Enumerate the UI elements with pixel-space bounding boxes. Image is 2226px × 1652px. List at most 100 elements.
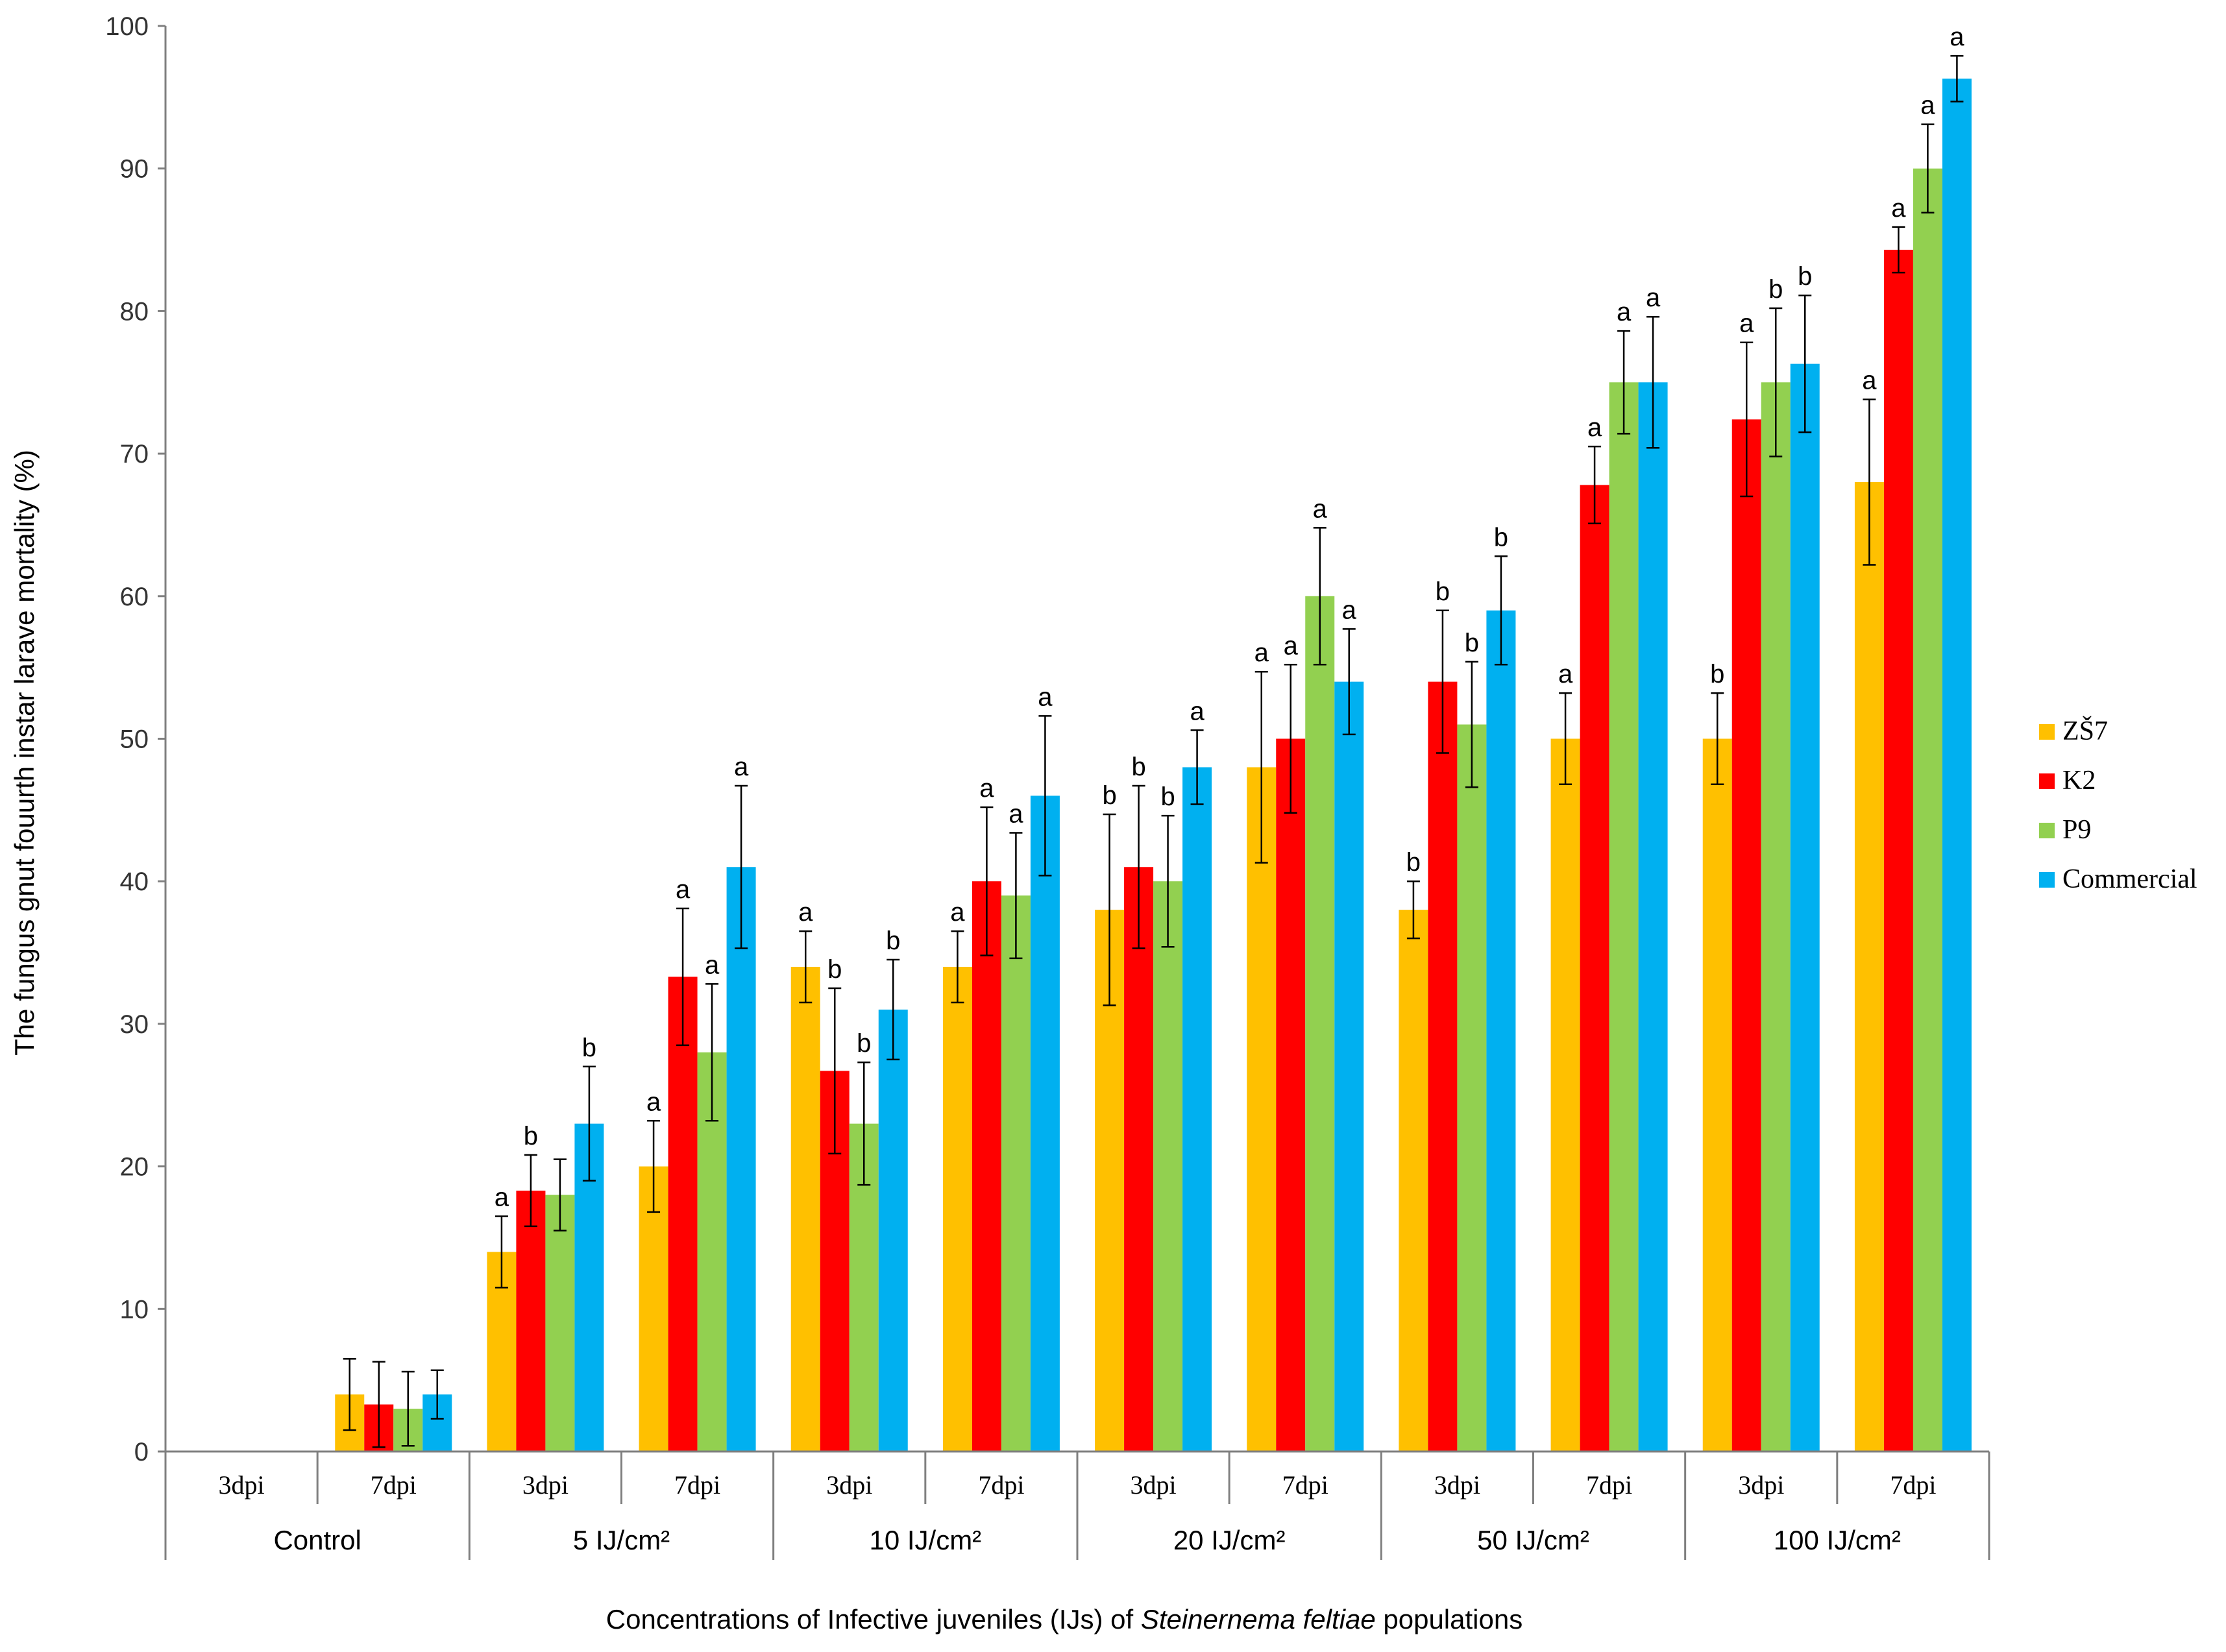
significance-letter: a [676,875,691,904]
y-tick-label: 0 [134,1438,149,1466]
legend-label: Commercial [2062,864,2197,894]
significance-letter: a [1950,23,1964,51]
bar [1580,485,1609,1452]
significance-letter: b [1710,660,1724,688]
significance-letter: a [1254,638,1269,667]
bar [1247,767,1277,1452]
significance-letter: a [646,1087,661,1116]
significance-letter: a [950,898,965,927]
y-tick-label: 70 [120,440,149,468]
significance-letter: b [1465,629,1479,657]
legend-swatch [2039,823,2055,838]
y-tick-label: 90 [120,155,149,184]
x-tick-label: 3dpi [1738,1470,1784,1500]
x-axis-label: Concentrations of Infective juveniles (I… [606,1604,1523,1634]
bar [1182,767,1212,1452]
legend-label: P9 [2062,815,2091,845]
y-tick-label: 50 [120,725,149,754]
significance-letter: a [1920,91,1935,120]
significance-letter: a [1190,697,1205,725]
significance-letter: a [1891,194,1906,223]
legend: ZŠ7 K2 P9 Commercial [2039,716,2197,894]
bars [335,79,1972,1452]
bar [545,1195,575,1452]
bar [1550,738,1580,1452]
bar [790,967,820,1452]
bar [1030,796,1060,1452]
x-axis-label-italic: Steinernema feltiae [1141,1604,1376,1634]
bar [1609,382,1639,1452]
x-group-label: 5 IJ/cm² [573,1525,670,1555]
x-axis-label-part: populations [1376,1604,1523,1634]
bar [726,867,756,1452]
x-tick-label: 7dpi [1282,1470,1328,1500]
x-tick-label: 7dpi [371,1470,417,1500]
bar [1305,596,1335,1452]
significance-letter: a [1558,660,1573,688]
y-tick-label: 60 [120,583,149,611]
x-tick-label: 3dpi [1131,1470,1177,1500]
bar [1153,881,1183,1452]
y-axis-label: The fungus gnut fouurth instar larave mo… [9,450,40,1056]
significance-letter: b [857,1029,871,1058]
y-tick-label: 100 [105,12,149,41]
significance-letter: a [1587,413,1602,442]
significance-letter: a [979,774,994,803]
significance-letter: a [1862,367,1877,395]
x-tick-label: 3dpi [826,1470,872,1500]
bar [878,1009,908,1452]
bar [1761,382,1791,1452]
significance-letter: a [1739,310,1754,338]
significance-letter: a [1313,494,1328,523]
significance-letter: b [1768,275,1783,304]
x-axis-label-part: Concentrations of Infective juveniles (I… [606,1604,1141,1634]
significance-letter: a [798,898,813,927]
x-group-label: 50 IJ/cm² [1477,1525,1589,1555]
significance-letter: a [1342,596,1357,624]
bar [1001,895,1031,1452]
significance-letter: a [1009,800,1023,829]
significance-letter: b [582,1034,596,1062]
y-axis: 0 10 20 30 40 50 60 70 80 90 100 [105,12,167,1466]
significance-letter: b [1160,783,1175,811]
x-group-label: 100 IJ/cm² [1774,1525,1901,1555]
bar [1428,681,1458,1452]
bar [1399,910,1428,1452]
y-tick-label: 40 [120,868,149,896]
bar [942,967,972,1452]
x-tick-label: 7dpi [1586,1470,1632,1500]
significance-letter: b [1436,577,1450,606]
bar [1854,482,1884,1452]
bar [668,977,698,1452]
legend-label: ZŠ7 [2062,716,2108,746]
significance-letter: b [1406,848,1421,877]
bar [1702,738,1732,1452]
significance-letter: a [705,951,720,979]
significance-letter: a [734,753,749,781]
significance-letter: b [827,955,842,984]
bar [972,881,1001,1452]
x-tick-label: 3dpi [1434,1470,1480,1500]
bar [639,1166,668,1452]
bar [1124,867,1154,1452]
significance-letter: b [1798,262,1812,291]
x-tick-label: 7dpi [978,1470,1024,1500]
y-tick-label: 80 [120,297,149,326]
bar [1883,249,1913,1452]
x-group-label: 20 IJ/cm² [1173,1525,1286,1555]
x-tick-label: 7dpi [1890,1470,1936,1500]
significance-letter: b [1131,753,1145,781]
x-group-label: Control [273,1525,361,1555]
bar [1913,168,1942,1452]
bar [516,1190,546,1452]
legend-swatch [2039,872,2055,888]
significance-letter: a [1038,683,1053,711]
bar [1457,724,1487,1452]
significance-letter: b [886,927,900,955]
legend-swatch [2039,724,2055,740]
bar [1334,681,1364,1452]
bar [1942,79,1972,1452]
bar [1276,738,1306,1452]
